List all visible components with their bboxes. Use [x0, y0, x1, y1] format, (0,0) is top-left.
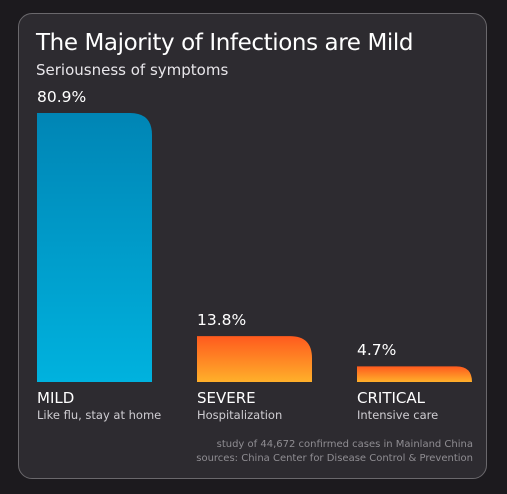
category-description-mild: Like flu, stay at home — [37, 408, 162, 422]
category-description-critical: Intensive care — [357, 408, 439, 422]
chart-subtitle: Seriousness of symptoms — [36, 61, 229, 79]
category-label-critical: CRITICAL — [357, 389, 425, 407]
footer-note: study of 44,672 confirmed cases in Mainl… — [196, 438, 473, 466]
bar-severe — [197, 336, 312, 382]
bar-critical — [357, 366, 472, 382]
category-label-mild: MILD — [37, 389, 75, 407]
footer-study: study of 44,672 confirmed cases in Mainl… — [216, 439, 473, 450]
bar-mild — [37, 113, 152, 382]
value-label-severe: 13.8% — [197, 311, 247, 330]
chart-title: The Majority of Infections are Mild — [36, 30, 414, 56]
footer-sources: sources: China Center for Disease Contro… — [196, 453, 473, 464]
value-label-critical: 4.7% — [357, 341, 397, 360]
value-label-mild: 80.9% — [37, 88, 87, 106]
category-label-severe: SEVERE — [197, 389, 256, 407]
category-description-severe: Hospitalization — [197, 408, 283, 422]
